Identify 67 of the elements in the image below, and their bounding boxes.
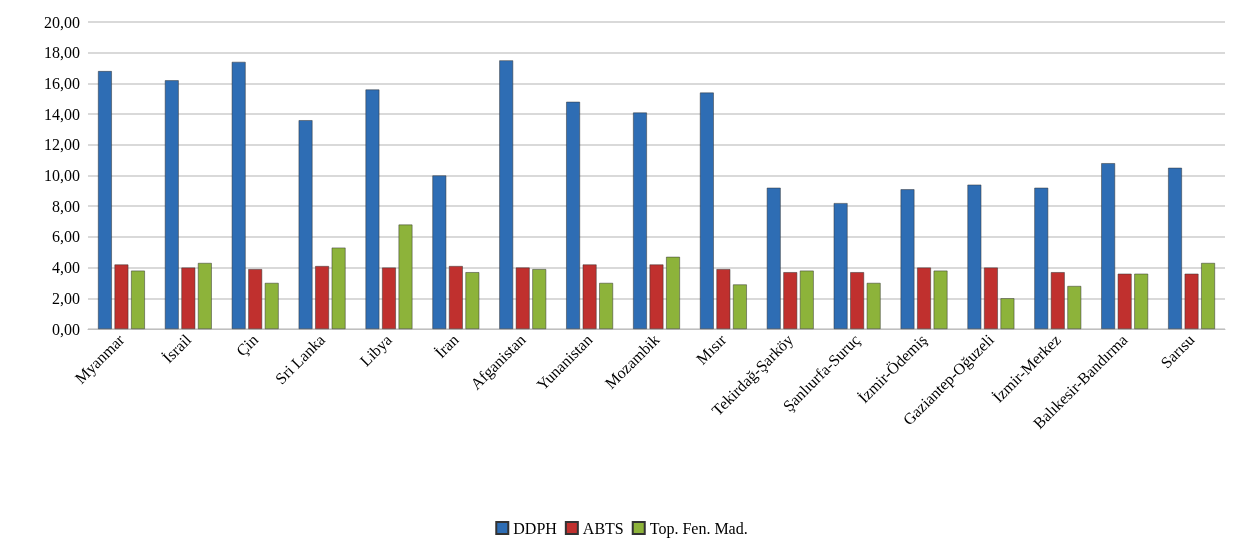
bar [582, 264, 597, 329]
x-tick-label: İran [431, 330, 462, 362]
y-tick-label: 12,00 [44, 136, 80, 154]
bar [799, 270, 814, 329]
bar [465, 272, 480, 329]
y-tick-label: 4,00 [52, 259, 80, 277]
bar [1184, 273, 1199, 329]
bar [666, 256, 680, 329]
bar [298, 120, 313, 329]
bar [231, 61, 246, 329]
y-tick-label: 20,00 [44, 13, 80, 31]
bar [114, 264, 129, 329]
bar [315, 266, 329, 329]
y-tick-label: 10,00 [44, 167, 80, 184]
bar [264, 282, 279, 329]
bar [1000, 298, 1015, 329]
bar [1034, 187, 1049, 329]
bar [1117, 273, 1132, 329]
bar [699, 92, 714, 329]
bar [515, 267, 530, 329]
bar [432, 175, 447, 329]
bar [900, 189, 915, 329]
bar [716, 269, 731, 329]
bar [933, 270, 948, 329]
bar [1067, 286, 1082, 329]
bar [566, 101, 580, 329]
bar [1168, 167, 1182, 329]
bar [1134, 273, 1149, 329]
bar [499, 60, 514, 329]
bar [331, 247, 346, 329]
bar [365, 89, 380, 329]
bar [766, 187, 781, 329]
bar [131, 270, 145, 329]
bar [448, 266, 463, 329]
bar [850, 272, 865, 329]
bar [1201, 263, 1215, 329]
bar [833, 203, 848, 329]
y-tick-label: 14,00 [44, 105, 80, 123]
bar [532, 269, 547, 329]
bar [398, 224, 413, 329]
bar [984, 267, 998, 329]
x-tick-label: Çin [232, 330, 262, 361]
y-tick-label: 2,00 [52, 289, 80, 307]
bar [181, 267, 196, 329]
y-tick-label: 6,00 [52, 228, 80, 246]
legend-label: DDPH [513, 519, 558, 537]
bar [382, 267, 396, 329]
y-tick-label: 8,00 [52, 197, 80, 215]
bar [1050, 272, 1065, 329]
bar [866, 282, 881, 329]
bar [599, 282, 614, 329]
y-tick-label: 16,00 [44, 74, 80, 92]
legend-label: Top. Fen. Mad. [649, 519, 748, 538]
bar [633, 112, 647, 329]
bar [967, 184, 982, 329]
bar [733, 284, 747, 329]
bar [98, 71, 112, 329]
bar [649, 264, 664, 329]
bar [197, 263, 212, 329]
bar [1101, 163, 1116, 329]
y-tick-label: 18,00 [44, 44, 80, 62]
bar [164, 80, 179, 329]
bar [248, 269, 263, 329]
legend-label: ABTS [582, 519, 624, 537]
bar [783, 272, 798, 329]
y-tick-label: 0,00 [52, 320, 80, 338]
bar [917, 267, 931, 329]
